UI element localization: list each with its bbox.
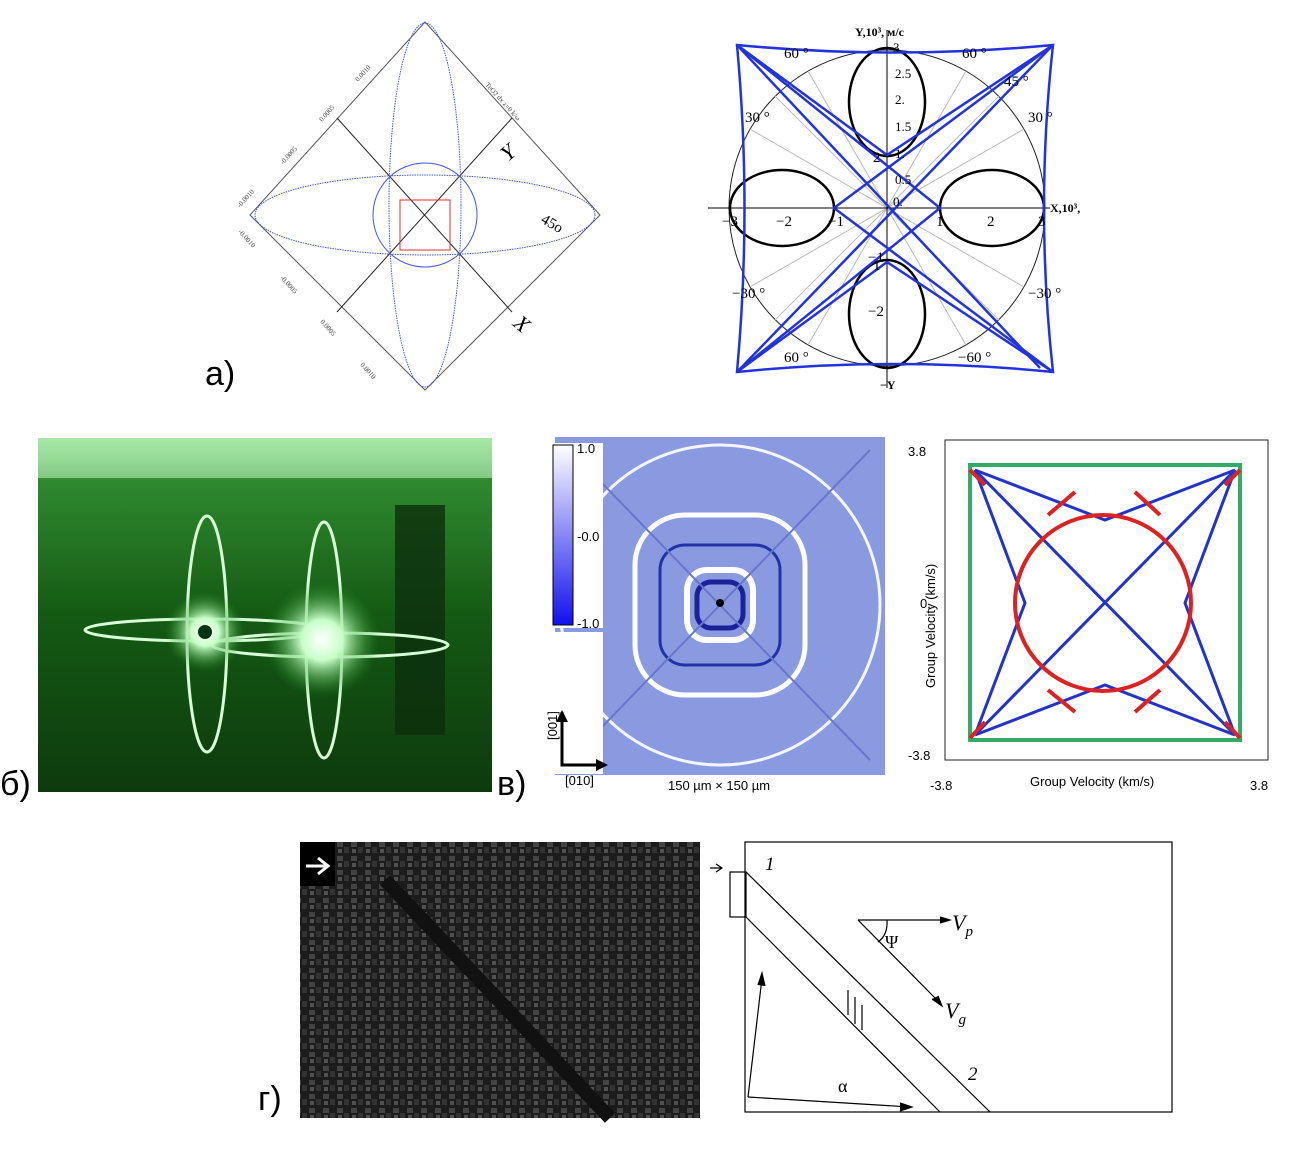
axis-label: X,10³, [1050,201,1080,215]
radial-tick: 0.5 [895,172,911,187]
mark-label: 1 [765,854,775,875]
tick-label: 3 [1038,214,1046,230]
angle-label: 60 ° [962,46,987,62]
radial-tick: 1.5 [895,119,911,134]
panel-v-image [551,437,885,775]
vector-label: Vp [952,910,973,940]
angle-label: 45o [538,212,565,237]
tick-label: -0.0010 [236,188,257,210]
panel-v-plot [945,440,1268,760]
tick-label: -3.8 [930,778,952,793]
panel-label: в) [497,765,526,803]
tick-label: −1 [828,214,844,230]
colorbar-tick: -0.0 [577,529,599,544]
tick-label: -0.0005 [279,274,300,296]
radial-tick: 1. [895,146,905,161]
angle-label: 60 ° [784,46,809,62]
tick-label: −2 [776,214,792,230]
tick-label: -3.8 [908,748,930,763]
tick-label: 0.0010 [354,63,373,83]
tick-label: 2 [873,150,881,166]
axis-label: Group Velocity (km/s) [923,564,938,688]
angle-label: 30 ° [745,110,770,126]
tick-label: −1 [868,250,884,266]
figure: TeO2 dx z=0 k/ω Y X 45o 0.0010 0.0005 -0… [0,0,1289,1151]
colorbar-tick: -1.0 [577,616,599,631]
panel-a-right: Y,10³, м/с X,10³, −Y −3 −2 −1 1 2 3 2 1 … [708,25,1080,392]
colorbar-tick: 1.0 [577,441,595,456]
mark-label: 2 [968,1064,978,1085]
angle-label: −30 ° [1028,286,1061,302]
tick-label: 1 [936,214,944,230]
axis-label: X [508,309,536,338]
axis-label: Group Velocity (km/s) [1030,774,1154,789]
panel-b-photo [38,438,492,792]
tick-label: -0.0005 [279,145,300,167]
tick-label: −3 [722,214,738,230]
tick-label: 0.0005 [318,103,337,123]
angle-label: −60 ° [958,350,991,366]
axis-label: [010] [565,773,594,788]
panel-a-left: TeO2 dx z=0 k/ω Y X 45o 0.0010 0.0005 -0… [236,22,600,390]
angle-label: α [838,1076,848,1096]
tick-label: -0.0010 [237,228,258,250]
panel-label: а) [205,355,235,393]
angle-label: 45 ° [1004,74,1029,90]
tick-label: 3.8 [1250,778,1268,793]
scale-label: 150 µm × 150 µm [668,778,770,793]
panel-g-diagram [710,842,1172,1112]
angle-label: 60 ° [784,350,809,366]
radial-tick: 3 [893,40,900,55]
angle-label: 30 ° [1028,110,1053,126]
panel-label: г) [258,1080,282,1118]
tick-label: −2 [868,304,884,320]
angle-label: −30 ° [732,286,765,302]
text: g [958,1012,966,1028]
panel-g-image [300,842,700,1118]
radial-tick: 2. [895,92,905,107]
radial-tick: 2.5 [895,66,911,81]
axis-label: Y,10³, м/с [855,25,905,39]
angle-label: Ψ [885,932,899,952]
text: p [964,924,973,940]
axis-label: [001] [545,711,560,740]
axis-label: Y [495,137,523,166]
tick-label: 0.0010 [359,361,378,381]
panel-label: б) [0,765,31,803]
tick-label: 3.8 [908,444,926,459]
radial-tick: 0. [893,194,903,209]
caption: TeO2 dx z=0 k/ω [484,81,523,123]
tick-label: 2 [987,214,995,230]
tick-label: 0.0005 [319,318,338,338]
vector-label: Vg [945,998,966,1028]
axis-label: −Y [880,378,896,392]
